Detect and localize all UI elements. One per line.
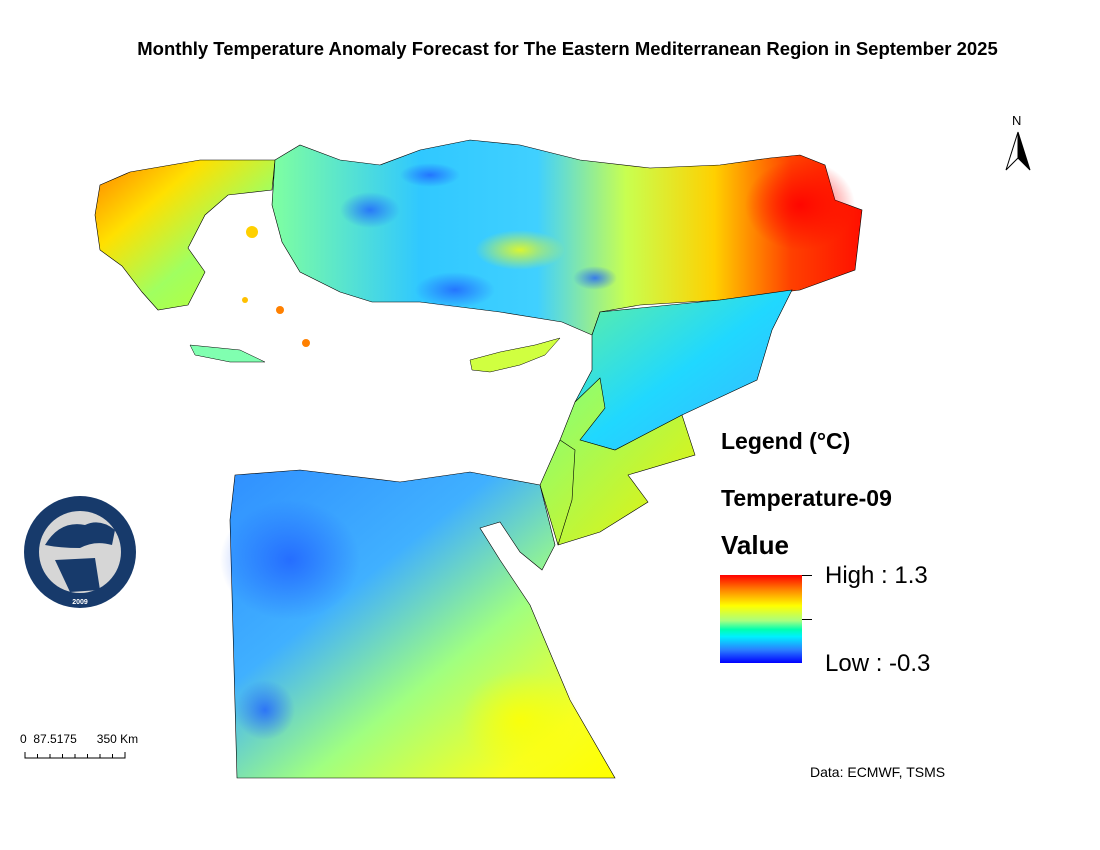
north-arrow-label: N: [1012, 113, 1021, 128]
scale-label-0: 0: [20, 732, 27, 746]
region-jordan-levant: [539, 377, 696, 546]
legend-title: Legend (°C): [721, 428, 851, 454]
north-arrow: N: [1005, 113, 1031, 171]
emcc-logo: 2009: [24, 496, 136, 608]
region-egypt: [220, 469, 616, 779]
scale-label-mid: 87.5175: [33, 732, 77, 746]
legend-low-label: Low : -0.3: [825, 650, 931, 677]
scale-unit: Km: [120, 732, 139, 746]
legend-tick-mid: [802, 619, 812, 620]
map-title: Monthly Temperature Anomaly Forecast for…: [137, 38, 998, 59]
scale-bar: [24, 752, 126, 759]
legend-field-name: Value: [721, 530, 789, 560]
region-cyprus: [469, 337, 561, 373]
data-credit: Data: ECMWF, TSMS: [810, 764, 946, 780]
logo-year: 2009: [72, 599, 88, 606]
legend-high-label: High : 1.3: [825, 562, 928, 589]
region-turkey: [271, 139, 863, 336]
legend-tick-high: [802, 575, 812, 576]
scale-bar-labels: 0 87.5175 350 Km: [20, 732, 138, 746]
legend-layer-name: Temperature-09: [721, 485, 892, 511]
legend-color-ramp: [720, 575, 802, 663]
scale-label-max: 350: [96, 732, 117, 746]
region-greece: [94, 159, 310, 363]
